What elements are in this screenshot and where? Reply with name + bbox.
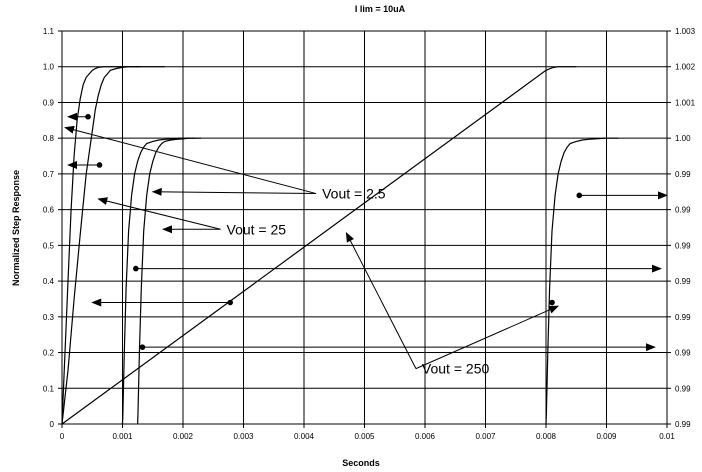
y2-tick-label: 1.003 [675, 27, 696, 36]
series-lines [61, 66, 619, 425]
chart-title: I lim = 10uA [355, 4, 406, 14]
secondary-y-axis-ticks: 0.99 0.99 0.99 0.99 0.99 0.99 0.99 0.99 1.00 1.00… [667, 27, 696, 429]
series-line-5 [61, 66, 577, 425]
x-tick-label: 0.001 [112, 432, 133, 441]
x-tick-label: 0 [60, 432, 65, 441]
y-tick-label: 0.1 [43, 384, 55, 393]
x-tick-label: 0.01 [659, 432, 675, 441]
x-tick-label: 0.004 [294, 432, 315, 441]
y2-tick-label: 0.99 [675, 277, 691, 286]
x-axis-title: Seconds [342, 458, 380, 468]
series-marker [576, 192, 583, 199]
x-tick-label: 0.002 [173, 432, 194, 441]
annotation-label: Vout = 2.5 [322, 186, 386, 202]
x-tick-label: 0.003 [233, 432, 254, 441]
y-tick-label: 0.4 [43, 277, 55, 286]
y-tick-label: 0 [50, 420, 55, 429]
y-axis-title: Normalized Step Response [11, 170, 21, 286]
y2-tick-label: 1.002 [675, 63, 696, 72]
x-axis-ticks: 0 0.001 0.002 0.003 0.004 0.005 0.006 0.007 0.00… [60, 424, 675, 441]
y-axis-ticks: 0 0.1 0.2 0.3 0.4 0.5 0.6 0.7 0.8 0.9 1.0 1.1 [43, 27, 62, 429]
y2-tick-label: 0.99 [675, 206, 691, 215]
series-marker [549, 299, 555, 306]
y-tick-label: 0.5 [43, 241, 55, 250]
series-marker [133, 265, 139, 272]
series-marker [96, 162, 103, 168]
y2-tick-label: 0.99 [675, 241, 691, 250]
series-line-2 [61, 66, 165, 425]
annotations: Vout = 2.5 Vout = 25 Vout = 250 [64, 125, 560, 377]
annotation-arrow [345, 231, 417, 369]
y-tick-label: 0.2 [43, 349, 55, 358]
series-marker [85, 113, 91, 120]
annotation-arrow [64, 125, 317, 195]
series-line-1 [61, 66, 141, 425]
y2-tick-label: 0.99 [675, 420, 691, 429]
pointer-arrows [67, 112, 668, 352]
x-tick-label: 0.007 [475, 432, 496, 441]
series-marker [227, 299, 233, 306]
annotation-arrow [151, 187, 317, 196]
y2-tick-label: 1.00 [675, 134, 691, 143]
annotation-arrow [415, 305, 560, 370]
y2-tick-label: 0.99 [675, 313, 691, 322]
y2-tick-label: 0.99 [675, 384, 691, 393]
y-tick-label: 0.8 [43, 134, 55, 143]
y-tick-label: 0.6 [43, 206, 55, 215]
y2-tick-label: 1.001 [675, 98, 696, 107]
annotation-arrow [97, 197, 221, 230]
y-tick-label: 1.1 [43, 27, 55, 36]
series-markers [85, 113, 583, 350]
y-tick-label: 0.3 [43, 313, 55, 322]
annotation-label: Vout = 250 [422, 361, 490, 377]
y2-tick-label: 0.99 [675, 349, 691, 358]
y-tick-label: 0.9 [43, 98, 55, 107]
y2-tick-label: 0.99 [675, 170, 691, 179]
x-tick-label: 0.005 [354, 432, 375, 441]
series-marker [139, 344, 146, 350]
series-line-4 [137, 137, 202, 425]
annotation-label: Vout = 25 [227, 221, 287, 237]
series-line-3 [121, 137, 196, 425]
y-tick-label: 1.0 [43, 63, 55, 72]
x-tick-label: 0.009 [596, 432, 617, 441]
x-tick-label: 0.006 [415, 432, 436, 441]
x-tick-label: 0.008 [536, 432, 557, 441]
y-tick-label: 0.7 [43, 170, 55, 179]
